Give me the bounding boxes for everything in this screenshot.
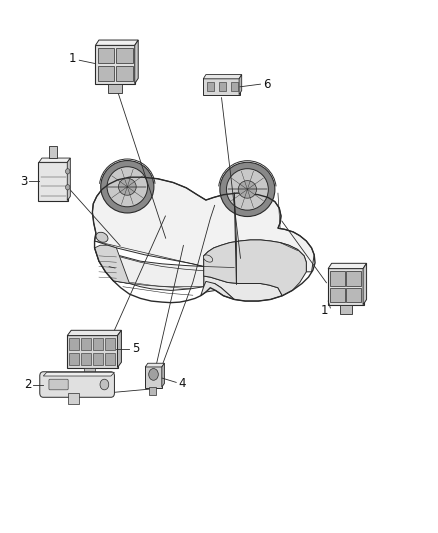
- FancyBboxPatch shape: [339, 305, 352, 314]
- FancyBboxPatch shape: [207, 83, 214, 91]
- FancyBboxPatch shape: [93, 338, 103, 350]
- Polygon shape: [204, 276, 283, 301]
- Polygon shape: [204, 240, 306, 296]
- Ellipse shape: [96, 232, 108, 243]
- FancyBboxPatch shape: [49, 379, 68, 390]
- Circle shape: [66, 168, 70, 174]
- Polygon shape: [145, 364, 164, 367]
- Text: 1: 1: [321, 304, 328, 317]
- Ellipse shape: [101, 160, 154, 213]
- FancyBboxPatch shape: [70, 353, 79, 365]
- FancyBboxPatch shape: [203, 78, 240, 95]
- Polygon shape: [95, 245, 130, 284]
- FancyBboxPatch shape: [346, 288, 361, 302]
- Polygon shape: [43, 372, 114, 376]
- Polygon shape: [95, 40, 138, 45]
- FancyBboxPatch shape: [95, 45, 135, 84]
- Circle shape: [66, 184, 70, 190]
- Polygon shape: [203, 75, 242, 79]
- FancyBboxPatch shape: [145, 367, 162, 387]
- FancyBboxPatch shape: [106, 338, 115, 350]
- FancyBboxPatch shape: [149, 387, 155, 394]
- Ellipse shape: [204, 255, 213, 262]
- FancyBboxPatch shape: [81, 338, 91, 350]
- Ellipse shape: [226, 168, 268, 210]
- FancyBboxPatch shape: [330, 288, 345, 302]
- FancyBboxPatch shape: [231, 83, 238, 91]
- FancyBboxPatch shape: [330, 271, 345, 286]
- Polygon shape: [363, 263, 367, 305]
- Text: 6: 6: [264, 78, 271, 91]
- FancyBboxPatch shape: [108, 84, 122, 93]
- FancyBboxPatch shape: [116, 48, 133, 63]
- FancyBboxPatch shape: [106, 353, 115, 365]
- Polygon shape: [92, 177, 314, 272]
- FancyBboxPatch shape: [98, 48, 114, 63]
- FancyBboxPatch shape: [67, 335, 118, 368]
- Text: 3: 3: [20, 175, 27, 188]
- Circle shape: [149, 368, 158, 380]
- Polygon shape: [95, 248, 204, 290]
- FancyBboxPatch shape: [40, 372, 114, 397]
- FancyBboxPatch shape: [116, 66, 133, 81]
- Polygon shape: [67, 158, 71, 200]
- FancyBboxPatch shape: [328, 268, 364, 305]
- Polygon shape: [162, 364, 164, 387]
- Polygon shape: [67, 330, 121, 336]
- FancyBboxPatch shape: [68, 393, 79, 403]
- Polygon shape: [328, 263, 367, 269]
- FancyBboxPatch shape: [98, 66, 114, 81]
- Polygon shape: [39, 158, 71, 163]
- Ellipse shape: [118, 178, 136, 195]
- Ellipse shape: [107, 167, 148, 207]
- FancyBboxPatch shape: [49, 147, 57, 158]
- Text: 2: 2: [24, 378, 32, 391]
- FancyBboxPatch shape: [219, 83, 226, 91]
- FancyBboxPatch shape: [93, 353, 103, 365]
- Polygon shape: [135, 40, 138, 84]
- Circle shape: [100, 379, 109, 390]
- FancyBboxPatch shape: [81, 353, 91, 365]
- Text: 4: 4: [179, 377, 186, 390]
- Polygon shape: [117, 330, 121, 368]
- FancyBboxPatch shape: [70, 338, 79, 350]
- Text: 5: 5: [132, 342, 139, 356]
- Polygon shape: [201, 281, 234, 300]
- Polygon shape: [239, 75, 242, 95]
- Ellipse shape: [238, 181, 257, 198]
- FancyBboxPatch shape: [346, 271, 361, 286]
- FancyBboxPatch shape: [84, 368, 95, 376]
- Text: 1: 1: [69, 52, 77, 64]
- Ellipse shape: [220, 163, 275, 216]
- FancyBboxPatch shape: [39, 162, 68, 201]
